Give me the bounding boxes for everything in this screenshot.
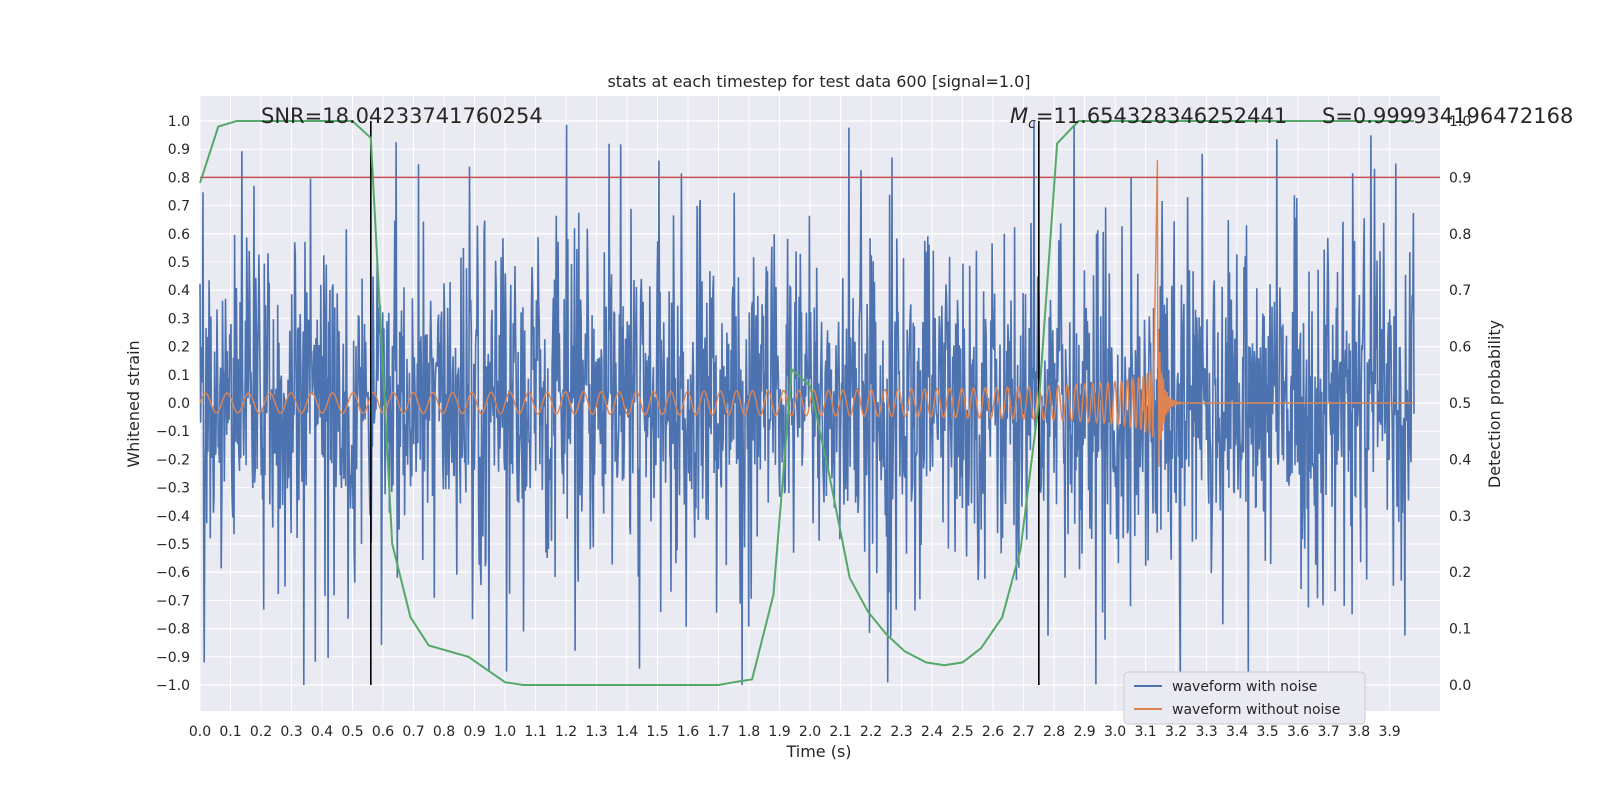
s-annotation: S=0.999934196472168	[1322, 104, 1573, 128]
y-axis-label: Whitened strain	[124, 340, 143, 467]
x-tick-label: 1.3	[585, 724, 607, 740]
x-tick-label: 0.3	[280, 724, 302, 740]
x-tick-label: 3.9	[1378, 724, 1400, 740]
x-tick-label: 0.6	[372, 724, 394, 740]
y-tick-label: −0.1	[156, 424, 190, 440]
x-tick-label: 2.7	[1012, 724, 1034, 740]
series-detection-probability	[199, 120, 1414, 686]
x-tick-label: 2.8	[1043, 724, 1065, 740]
y-right-tick-label: 0.2	[1449, 565, 1471, 581]
y-tick-label: −0.2	[156, 452, 190, 468]
y-tick-label: 0.6	[168, 227, 190, 243]
x-tick-label: 3.3	[1195, 724, 1217, 740]
series-group	[199, 120, 1440, 686]
x-tick-label: 0.8	[433, 724, 455, 740]
legend: waveform with noise waveform without noi…	[1123, 671, 1366, 725]
chart-title: stats at each timestep for test data 600…	[607, 72, 1030, 91]
y-tick-label: 0.0	[168, 396, 190, 412]
x-tick-label: 3.5	[1256, 724, 1278, 740]
y-tick-label: −0.7	[156, 593, 190, 609]
y-tick-label: 0.7	[168, 199, 190, 215]
x-tick-label: 1.8	[738, 724, 760, 740]
legend-box	[1123, 671, 1366, 725]
x-tick-label: 3.8	[1348, 724, 1370, 740]
x-tick-label: 0.5	[341, 724, 363, 740]
y-tick-label: 0.1	[168, 368, 190, 384]
y-tick-label: 0.5	[168, 255, 190, 271]
y-right-tick-label: 0.5	[1449, 396, 1471, 412]
x-tick-label: 3.0	[1104, 724, 1126, 740]
y-tick-label: −0.8	[156, 622, 190, 638]
y-tick-label: 0.9	[168, 142, 190, 158]
x-tick-label: 1.6	[677, 724, 699, 740]
y-right-tick-label: 0.8	[1449, 227, 1471, 243]
x-tick-label: 3.6	[1287, 724, 1309, 740]
x-tick-label: 3.7	[1317, 724, 1339, 740]
x-tick-label: 0.1	[219, 724, 241, 740]
y-right-tick-label: 0.9	[1449, 170, 1471, 186]
x-tick-label: 0.0	[189, 724, 211, 740]
y-right-axis-label: Detection probability	[1485, 320, 1504, 488]
y-right-tick-label: 0.7	[1449, 283, 1471, 299]
y-right-tick-label: 0.3	[1449, 509, 1471, 525]
y-right-tick-label: 0.4	[1449, 452, 1471, 468]
y-tick-label: −1.0	[156, 678, 190, 694]
y-right-tick-label: 1.0	[1449, 114, 1471, 130]
y-tick-label: 1.0	[168, 114, 190, 130]
y-tick-label: 0.4	[168, 283, 190, 299]
x-tick-label: 1.7	[707, 724, 729, 740]
x-tick-label: 2.9	[1073, 724, 1095, 740]
y-tick-label: 0.2	[168, 340, 190, 356]
x-tick-label: 2.2	[860, 724, 882, 740]
x-tick-label: 2.6	[982, 724, 1004, 740]
x-tick-label: 1.0	[494, 724, 516, 740]
x-tick-label: 2.1	[829, 724, 851, 740]
mc-annotation: Mc=11.654328346252441	[1010, 104, 1287, 132]
mc-subscript: c	[1028, 116, 1036, 132]
y-tick-label: 0.8	[168, 170, 190, 186]
x-tick-label: 1.2	[555, 724, 577, 740]
y-tick-label: −0.9	[156, 650, 190, 666]
x-tick-label: 1.4	[616, 724, 638, 740]
x-tick-label: 2.3	[890, 724, 912, 740]
y-right-tick-label: 0.6	[1449, 340, 1471, 356]
x-tick-label: 2.4	[921, 724, 943, 740]
x-tick-label: 2.5	[951, 724, 973, 740]
y-right-tick-label: 0.1	[1449, 622, 1471, 638]
x-tick-label: 3.1	[1134, 724, 1156, 740]
series-waveform-with-noise	[199, 121, 1415, 686]
x-tick-label: 0.9	[463, 724, 485, 740]
y-tick-label: −0.3	[156, 481, 190, 497]
x-axis-label: Time (s)	[785, 742, 851, 761]
y-right-tick-labels: 1.0 0.9 0.8 0.7 0.6 0.5 0.4 0.3 0.2 0.1 0.0	[1449, 114, 1471, 694]
x-tick-label: 0.2	[250, 724, 272, 740]
mc-value: =11.654328346252441	[1036, 104, 1287, 128]
x-tick-label: 1.5	[646, 724, 668, 740]
y-tick-label: 0.3	[168, 311, 190, 327]
x-tick-labels: 0.0 0.1 0.2 0.3 0.4 0.5 0.6 0.7 0.8 0.9 1.0 1.1 1.2 1…	[189, 724, 1401, 740]
legend-label-noisy: waveform with noise	[1172, 679, 1317, 695]
snr-annotation: SNR=18.04233741760254	[261, 104, 543, 128]
x-tick-label: 0.4	[311, 724, 333, 740]
x-tick-label: 3.2	[1165, 724, 1187, 740]
x-tick-label: 0.7	[402, 724, 424, 740]
y-right-tick-label: 0.0	[1449, 678, 1471, 694]
y-tick-label: −0.6	[156, 565, 190, 581]
y-tick-labels: 1.0 0.9 0.8 0.7 0.6 0.5 0.4 0.3 0.2 0.1 0.0 −0.1 −0.…	[156, 114, 190, 694]
mc-symbol: M	[1010, 104, 1028, 128]
legend-label-clean: waveform without noise	[1172, 702, 1340, 718]
x-tick-label: 1.1	[524, 724, 546, 740]
y-tick-label: −0.5	[156, 537, 190, 553]
series-waveform-without-noise	[199, 160, 1414, 467]
x-tick-label: 3.4	[1226, 724, 1248, 740]
y-tick-label: −0.4	[156, 509, 190, 525]
x-tick-label: 1.9	[768, 724, 790, 740]
x-tick-label: 2.0	[799, 724, 821, 740]
